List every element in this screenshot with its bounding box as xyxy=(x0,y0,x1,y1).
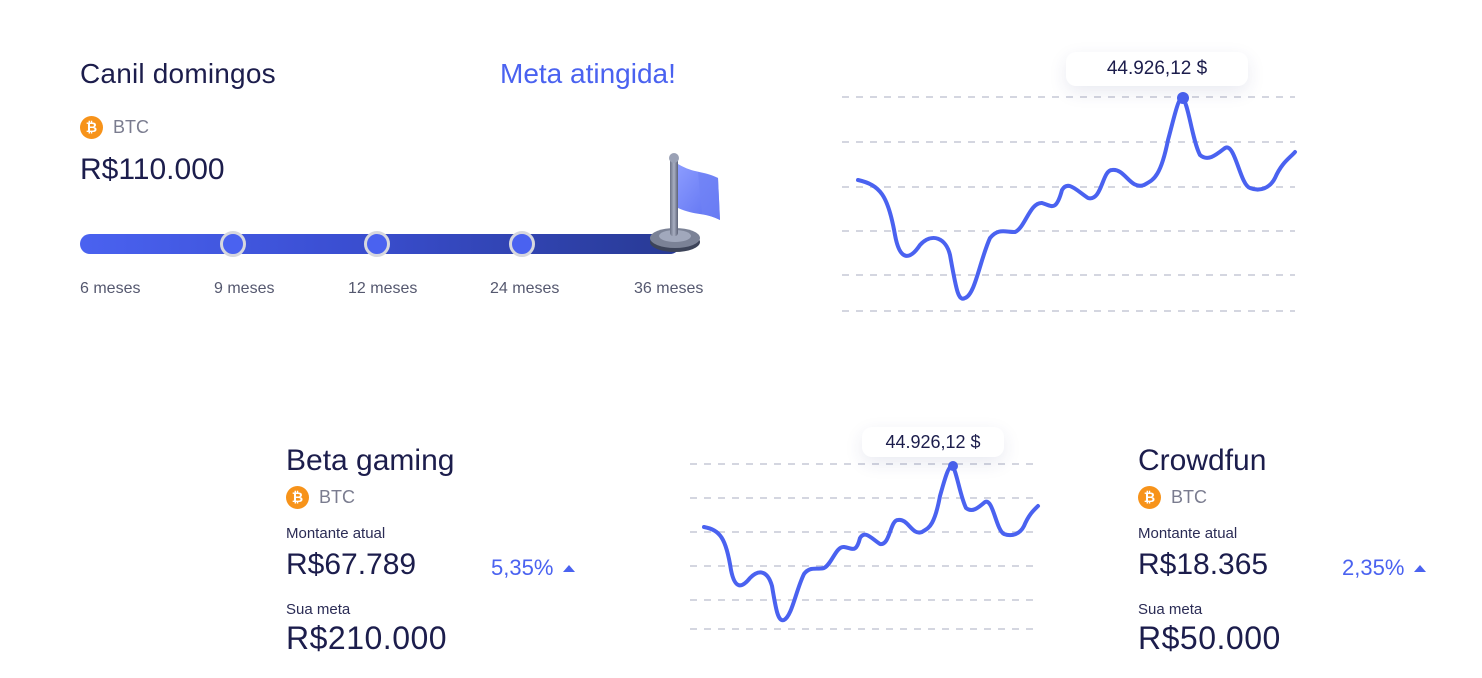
milestone-dot-24[interactable] xyxy=(509,231,535,257)
current-amount-label: Montante atual xyxy=(1138,525,1238,542)
goal-amount-label: Sua meta xyxy=(1138,601,1203,618)
chart-gridlines xyxy=(842,96,1295,312)
change-percent: 5,35% xyxy=(491,555,554,580)
milestone-dot-12[interactable] xyxy=(364,231,390,257)
change-percent: 2,35% xyxy=(1342,555,1405,580)
milestone-label-9: 9 meses xyxy=(214,280,275,297)
chart-tooltip: 44.926,12 $ xyxy=(862,427,1004,457)
change-indicator: 2,35% xyxy=(1342,555,1427,581)
goal-amount-value: R$50.000 xyxy=(1138,620,1281,656)
goal-status: Meta atingida! xyxy=(500,58,676,89)
bitcoin-icon: ₿ xyxy=(286,486,309,509)
bitcoin-icon: ₿ xyxy=(80,116,103,139)
arrow-up-icon xyxy=(1414,564,1427,572)
goal-amount: R$110.000 xyxy=(80,153,225,186)
goal-line-chart xyxy=(842,92,1297,312)
coin-label: BTC xyxy=(1171,487,1207,507)
chart-gridlines xyxy=(690,463,1038,630)
card-title-crowdfun: Crowdfun xyxy=(1138,444,1267,477)
milestone-label-6: 6 meses xyxy=(80,280,141,297)
current-amount-value: R$18.365 xyxy=(1138,548,1269,581)
milestone-label-12: 12 meses xyxy=(348,280,418,297)
chart-peak-point xyxy=(948,461,958,471)
arrow-up-icon xyxy=(563,564,576,572)
card-coin-crowdfun: ₿ BTC xyxy=(1138,486,1207,509)
goal-coin: ₿ BTC xyxy=(80,116,149,139)
chart-line xyxy=(856,96,1297,301)
card-coin-beta: ₿ BTC xyxy=(286,486,355,509)
goal-amount-value: R$210.000 xyxy=(286,620,448,656)
chart-tooltip: 44.926,12 $ xyxy=(1066,52,1248,86)
change-indicator: 5,35% xyxy=(491,555,576,581)
milestone-dot-9[interactable] xyxy=(220,231,246,257)
coin-label: BTC xyxy=(113,117,149,137)
chart-line xyxy=(702,464,1040,623)
card-title-beta: Beta gaming xyxy=(286,444,455,477)
flag-icon xyxy=(650,153,720,252)
current-amount-value: R$67.789 xyxy=(286,548,417,581)
chart-peak-point xyxy=(1177,92,1189,104)
goal-title: Canil domingos xyxy=(80,58,276,89)
coin-label: BTC xyxy=(319,487,355,507)
milestone-label-24: 24 meses xyxy=(490,280,560,297)
milestone-label-36: 36 meses xyxy=(634,280,704,297)
current-amount-label: Montante atual xyxy=(286,525,386,542)
beta-line-chart xyxy=(690,461,1040,630)
goal-amount-label: Sua meta xyxy=(286,601,351,618)
bitcoin-icon: ₿ xyxy=(1138,486,1161,509)
